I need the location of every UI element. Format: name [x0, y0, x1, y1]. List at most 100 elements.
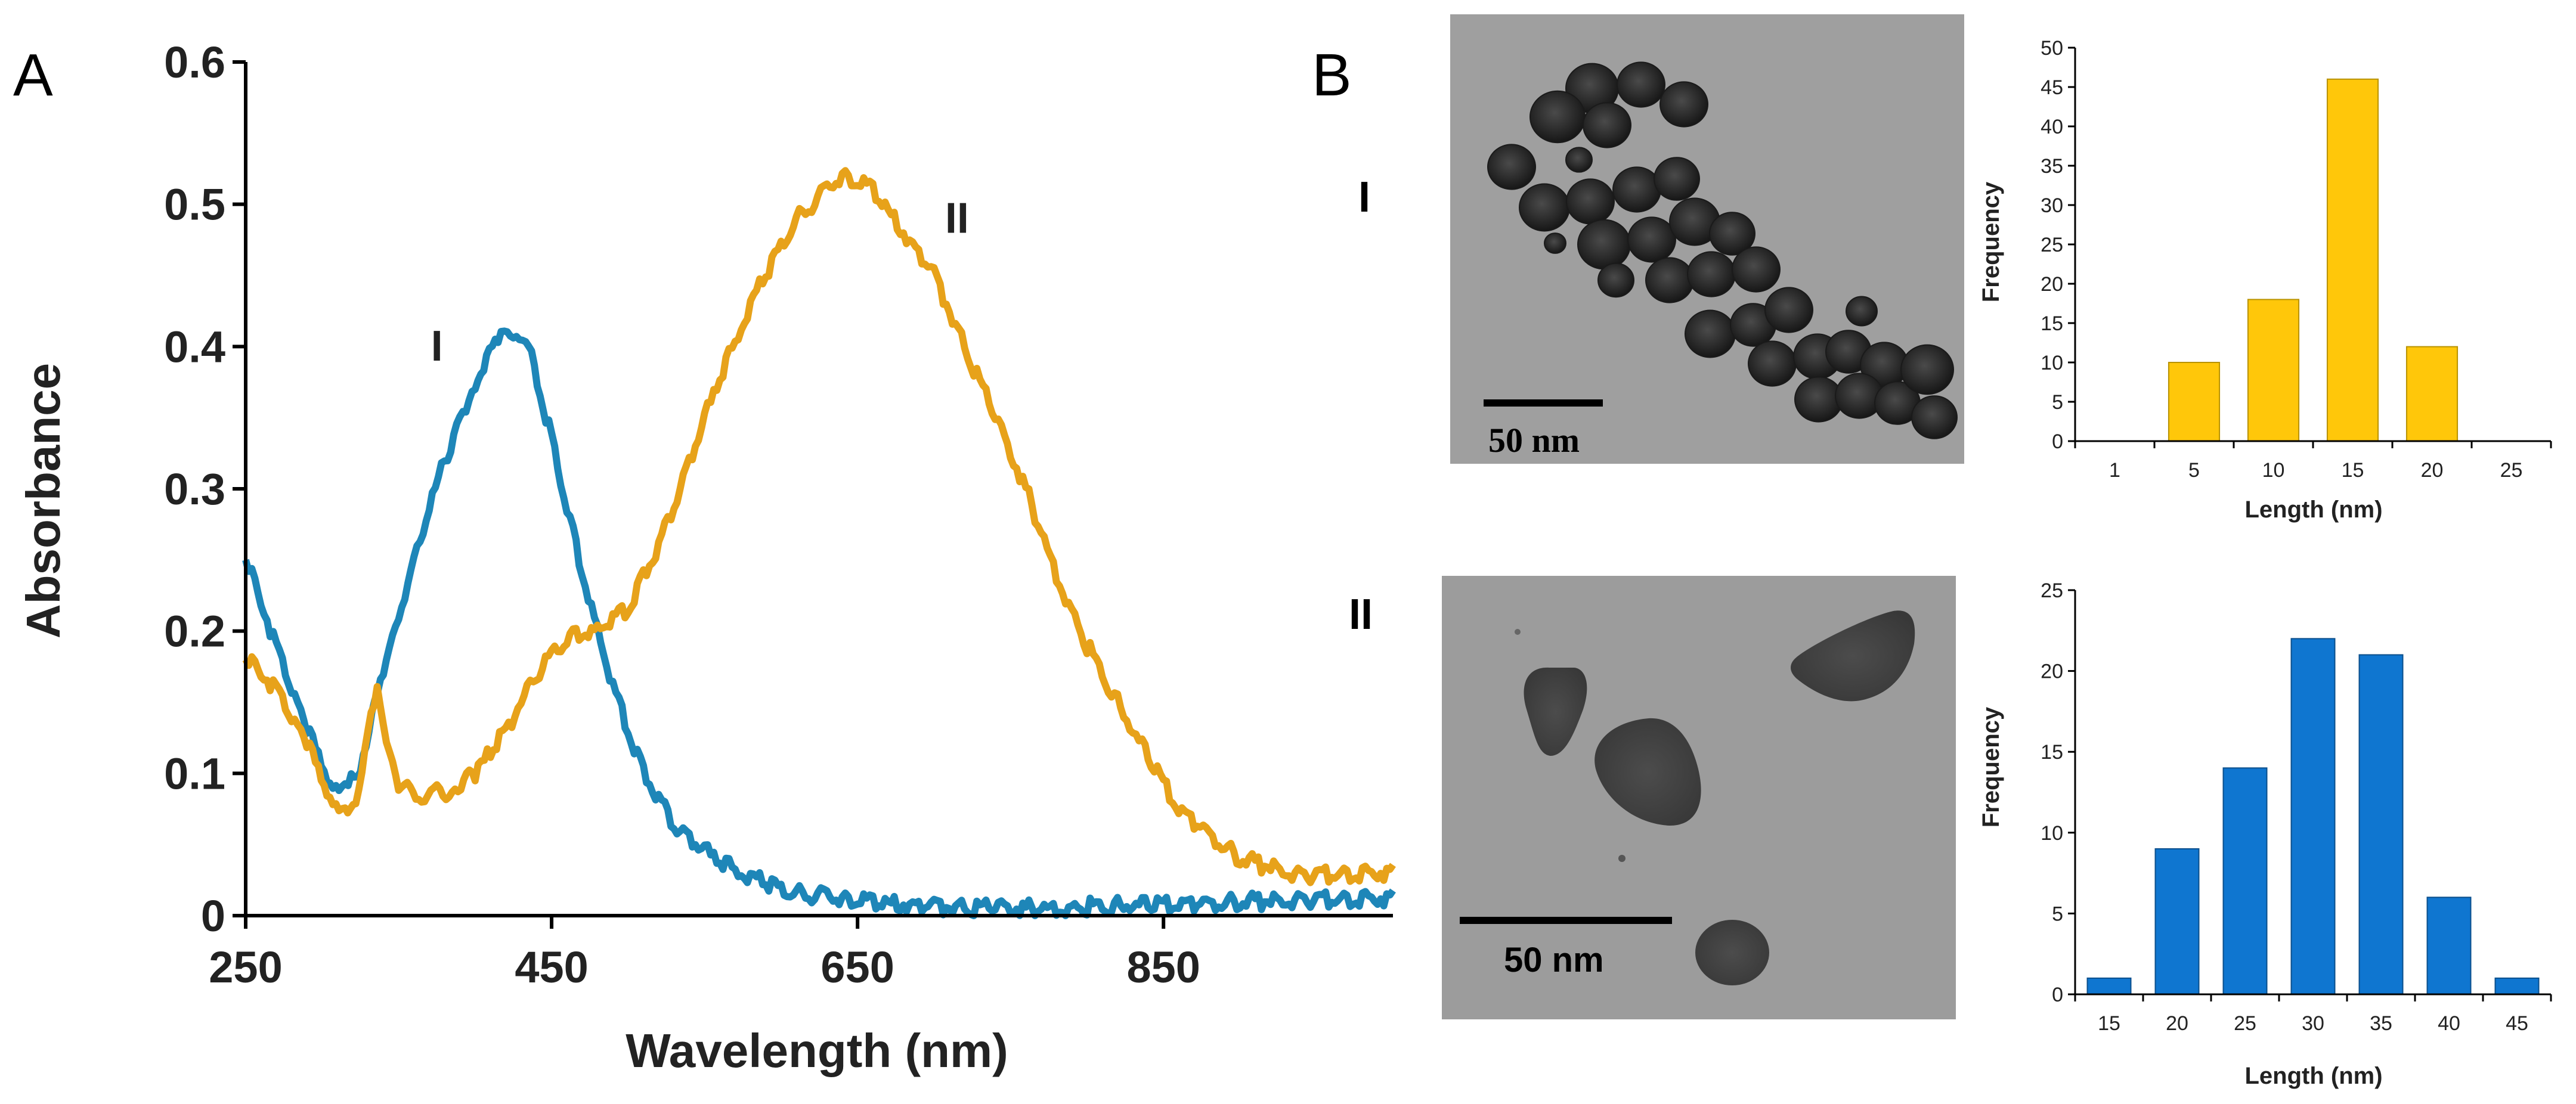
y-tick-label: 30 — [2041, 194, 2063, 217]
histogram-i-x-axis-label: Length (nm) — [2244, 497, 2382, 523]
x-tick-label: 30 — [2302, 1012, 2324, 1035]
histogram-bar — [2222, 767, 2268, 995]
y-tick-label: 15 — [2041, 741, 2063, 764]
nanoparticle — [1732, 246, 1781, 293]
nanoplate — [1524, 667, 1587, 756]
nanoparticle — [1544, 232, 1566, 254]
nanoparticle — [1709, 212, 1755, 256]
absorbance-curves — [242, 167, 1396, 919]
scale-bar-label-i: 50 nm — [1488, 421, 1580, 460]
spectrum-series-I — [242, 327, 1396, 919]
y-tick-label: 15 — [2041, 312, 2063, 335]
scale-bar-label-ii: 50 nm — [1504, 941, 1604, 979]
histogram-bar — [2290, 638, 2336, 995]
panel-label-b: B — [1312, 42, 1352, 108]
x-tick-label: 1 — [2109, 459, 2120, 482]
histogram-bar — [2247, 299, 2300, 442]
nanoparticle — [1487, 144, 1536, 190]
nanoplate — [1594, 718, 1701, 826]
nanoparticle — [1612, 166, 1661, 213]
histogram-ii: 0 5 10 15 20 25 15 20 25 30 35 40 45 Length (nm) Fre… — [1978, 579, 2552, 1089]
x-tick-label: 15 — [2098, 1012, 2120, 1035]
histogram-bar — [2086, 977, 2132, 996]
y-tick-label: 0.1 — [164, 749, 225, 798]
y-tick-label: 0 — [2052, 430, 2063, 453]
y-tick-label: 50 — [2041, 37, 2063, 60]
y-tick-label: 0.3 — [164, 464, 225, 514]
histogram-ii-bars — [2086, 638, 2540, 996]
curve-annotations: III — [431, 194, 969, 370]
row-label-i: I — [1358, 173, 1370, 221]
histogram-bar — [2154, 848, 2200, 996]
nanoparticle — [1519, 183, 1570, 232]
nanoparticle — [1566, 178, 1615, 225]
y-tick-label: 25 — [2041, 579, 2063, 602]
histogram-ii-y-axis-label: Frequency — [1978, 706, 2004, 827]
y-tick-label: 20 — [2041, 660, 2063, 683]
nanoparticle — [1597, 262, 1634, 298]
x-tick-label: 25 — [2234, 1012, 2256, 1035]
nanoplate — [1791, 610, 1915, 702]
histogram-bar — [2358, 654, 2404, 995]
x-tick-label: 15 — [2342, 459, 2364, 482]
nanoparticle — [1565, 147, 1593, 173]
nanoparticle — [1685, 309, 1736, 358]
row-label-ii: II — [1349, 591, 1373, 638]
x-tick-label: 45 — [2506, 1012, 2528, 1035]
x-tick-label: 250 — [209, 942, 282, 992]
y-tick-label: 0.5 — [164, 180, 225, 230]
histogram-i-bars — [2168, 78, 2459, 442]
nanoplate — [1695, 920, 1769, 985]
curve-annotation: II — [945, 194, 969, 242]
y-tick-label: 0.6 — [164, 38, 225, 87]
x-tick-label: 5 — [2188, 459, 2200, 482]
x-tick-label: 650 — [821, 942, 894, 992]
scale-bar — [1460, 917, 1672, 924]
y-tick-label: 0.4 — [164, 322, 225, 371]
nanoparticle — [1617, 61, 1665, 108]
x-tick-label: 25 — [2500, 459, 2523, 482]
nanoparticle — [1583, 102, 1631, 148]
y-tick-label: 5 — [2052, 391, 2063, 414]
x-tick-label: 40 — [2438, 1012, 2460, 1035]
nanoparticle — [1764, 287, 1813, 333]
nanoparticle — [1645, 257, 1694, 303]
x-tick-label: 20 — [2166, 1012, 2188, 1035]
y-tick-label: 5 — [2052, 903, 2063, 925]
nanoparticle — [1900, 344, 1954, 395]
y-tick-label: 0.2 — [164, 607, 225, 656]
y-tick-label: 10 — [2041, 822, 2063, 845]
absorbance-axes: 0 0.1 0.2 0.3 0.4 0.5 0.6 250 450 650 850 — [164, 38, 1393, 992]
histogram-bar — [2426, 897, 2472, 996]
nanoparticle — [1846, 296, 1878, 327]
curve-annotation: I — [431, 322, 443, 370]
x-tick-label: 35 — [2370, 1012, 2392, 1035]
y-tick-label: 0 — [201, 891, 225, 941]
scale-bar — [1484, 399, 1603, 407]
nanoparticle — [1627, 216, 1676, 263]
tem-micrograph-spheres: 50 nm — [1450, 14, 1964, 464]
histogram-bar — [2405, 346, 2459, 442]
nanoparticle — [1748, 340, 1797, 387]
panel-label-a: A — [13, 42, 53, 108]
histogram-bar — [2494, 977, 2540, 996]
absorbance-x-axis-label: Wavelength (nm) — [626, 1024, 1008, 1077]
nanoparticle-cluster — [1487, 61, 1958, 439]
histogram-bar — [2168, 362, 2221, 442]
x-tick-label: 450 — [515, 942, 588, 992]
x-tick-label: 850 — [1126, 942, 1200, 992]
histogram-ii-x-axis-label: Length (nm) — [2244, 1063, 2382, 1089]
histogram-ii-axes: 0 5 10 15 20 25 15 20 25 30 35 40 45 — [2041, 579, 2552, 1035]
absorbance-y-axis-label: Absorbance — [17, 363, 70, 638]
histogram-i-y-axis-label: Frequency — [1978, 181, 2004, 302]
y-tick-label: 40 — [2041, 116, 2063, 138]
histogram-bar — [2326, 78, 2379, 442]
y-tick-label: 45 — [2041, 76, 2063, 99]
tem-micrograph-plates: 50 nm — [1442, 576, 1956, 1019]
x-tick-label: 10 — [2262, 459, 2285, 482]
spectrum-series-II — [242, 167, 1396, 886]
x-tick-label: 20 — [2421, 459, 2444, 482]
